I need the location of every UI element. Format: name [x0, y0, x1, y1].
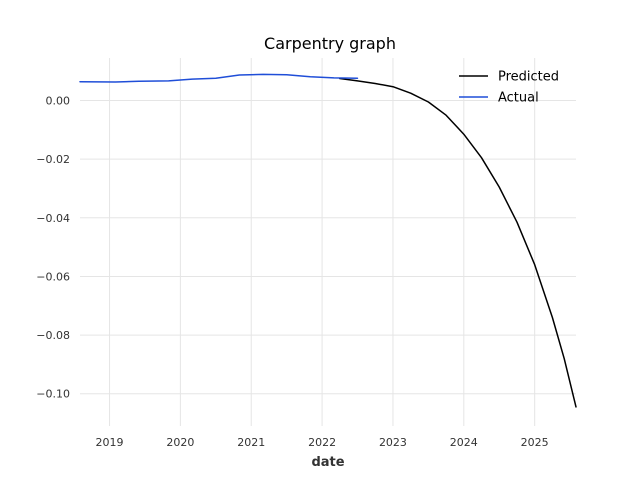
y-tick-label: −0.06	[36, 270, 70, 283]
y-tick-label: −0.10	[36, 388, 70, 401]
y-axis-ticks: 0.00 −0.02 −0.04 −0.06 −0.08 −0.10	[36, 95, 70, 401]
grid	[80, 58, 576, 426]
x-tick-label: 2021	[237, 436, 265, 449]
x-tick-label: 2019	[96, 436, 124, 449]
y-tick-label: −0.02	[36, 153, 70, 166]
y-tick-label: −0.04	[36, 212, 70, 225]
x-tick-label: 2023	[379, 436, 407, 449]
series-line-actual	[79, 73, 359, 83]
x-tick-label: 2020	[166, 436, 194, 449]
legend-label-predicted: Predicted	[498, 70, 559, 85]
chart-title: Carpentry graph	[264, 34, 396, 53]
series-lines	[79, 73, 577, 408]
legend-label-actual: Actual	[498, 91, 539, 106]
x-tick-label: 2025	[521, 436, 549, 449]
y-tick-label: −0.08	[36, 329, 70, 342]
x-tick-label: 2024	[450, 436, 478, 449]
series-line-predicted	[339, 77, 577, 408]
x-axis-label: date	[311, 455, 344, 470]
legend: Predicted Actual	[459, 70, 559, 106]
x-axis-ticks: 2019 2020 2021 2022 2023 2024 2025	[96, 436, 549, 449]
x-tick-label: 2022	[308, 436, 336, 449]
y-tick-label: 0.00	[46, 95, 71, 108]
